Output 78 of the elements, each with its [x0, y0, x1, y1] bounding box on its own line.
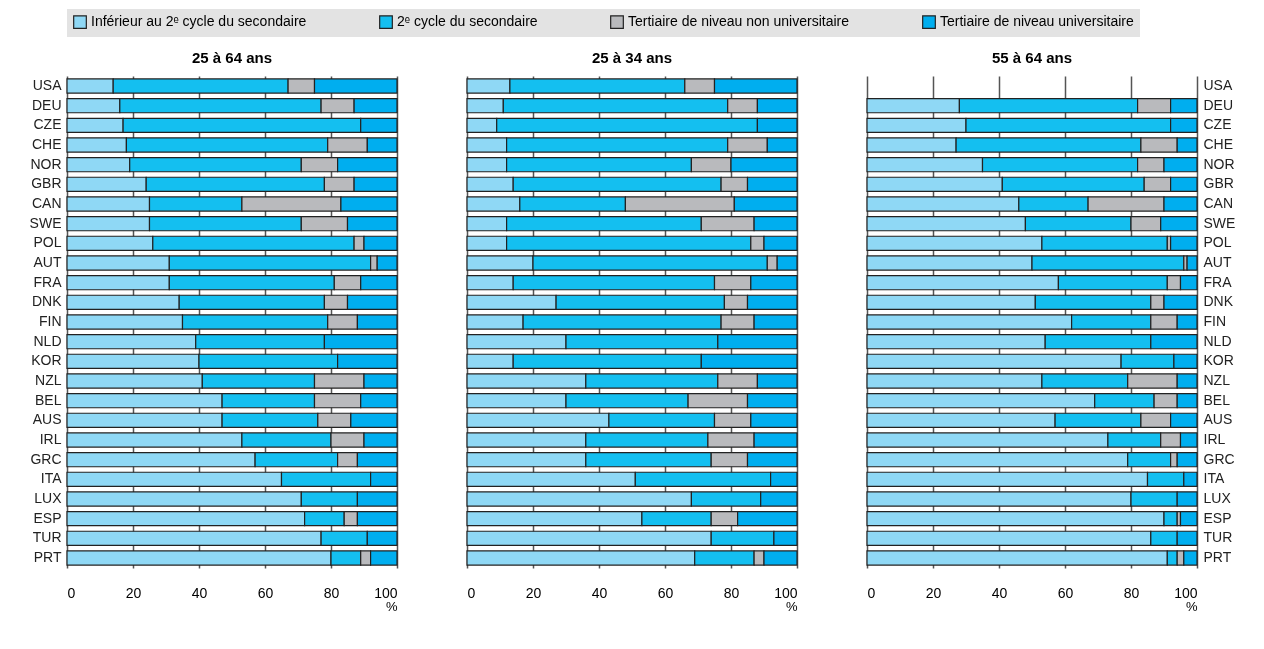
legend-label: Tertiaire de niveau universitaire [940, 13, 1134, 30]
y-tick-label: DEU [31, 96, 62, 113]
y-tick-label: BEL [1203, 391, 1231, 408]
y-tick-label: KOR [1203, 352, 1234, 369]
y-tick-label: FIN [1203, 313, 1227, 329]
y-tick-label: AUS [32, 411, 62, 428]
y-tick-label: DEU [1203, 96, 1234, 113]
y-tick-label: POL [33, 234, 62, 251]
y-tick-label: PRT [1203, 548, 1232, 565]
x-axis-title: % [385, 598, 398, 614]
y-tick-label: TUR [1203, 529, 1233, 546]
x-tick-label: 0 [67, 584, 76, 601]
y-tick-label: CAN [31, 195, 62, 212]
chart-title: 55 à 64 ans [991, 49, 1073, 66]
y-tick-label: ITA [1203, 470, 1225, 487]
y-tick-label: CZE [33, 116, 62, 133]
x-axis-title: % [785, 598, 798, 614]
y-tick-label: FIN [38, 313, 62, 329]
y-tick-label: CHE [31, 136, 62, 153]
x-tick-label: 20 [525, 584, 542, 601]
y-tick-label: NLD [1203, 332, 1232, 349]
y-tick-label: AUS [1203, 411, 1233, 428]
y-tick-label: AUT [33, 254, 62, 271]
x-tick-label: 0 [867, 584, 876, 601]
legend-label: Inférieur au 2ᵉ cycle du secondaire [91, 13, 307, 30]
chart-title: 25 à 34 ans [591, 49, 673, 66]
x-tick-label: 80 [723, 584, 740, 601]
y-tick-label: NZL [1203, 371, 1231, 388]
y-tick-label: USA [1203, 77, 1233, 94]
y-tick-label: GRC [30, 450, 62, 467]
y-tick-label: CAN [1203, 195, 1234, 212]
y-tick-label: SWE [1203, 214, 1236, 231]
y-tick-label: FRA [1203, 273, 1233, 290]
y-tick-label: NOR [1203, 155, 1235, 172]
x-tick-label: 60 [257, 584, 274, 601]
x-tick-label: 100 [374, 584, 398, 601]
y-tick-label: ESP [1203, 509, 1232, 526]
y-tick-label: SWE [29, 214, 62, 231]
y-tick-label: AUT [1203, 254, 1232, 271]
x-tick-label: 40 [591, 584, 608, 601]
y-tick-label: IRL [39, 430, 62, 447]
x-tick-label: 40 [991, 584, 1008, 601]
y-tick-label: FRA [33, 273, 63, 290]
x-axis-title: % [1185, 598, 1198, 614]
legend-label: Tertiaire de niveau non universitaire [628, 13, 850, 30]
y-tick-label: NLD [33, 332, 62, 349]
x-tick-label: 100 [1174, 584, 1198, 601]
y-tick-label: GBR [1203, 175, 1234, 192]
y-tick-label: GBR [31, 175, 62, 192]
y-tick-label: LUX [34, 489, 63, 506]
y-tick-label: POL [1203, 234, 1232, 251]
x-tick-label: 60 [657, 584, 674, 601]
y-tick-label: DNK [31, 293, 63, 310]
y-tick-label: CZE [1203, 116, 1232, 133]
y-tick-label: BEL [35, 391, 62, 408]
x-tick-label: 20 [125, 584, 142, 601]
y-tick-label: USA [32, 77, 63, 94]
y-tick-label: PRT [33, 548, 62, 565]
y-tick-label: KOR [31, 352, 62, 369]
y-tick-label: NOR [30, 155, 62, 172]
x-tick-label: 100 [774, 584, 798, 601]
y-tick-label: TUR [32, 529, 62, 546]
y-tick-label: ITA [40, 470, 63, 487]
x-tick-label: 60 [1057, 584, 1074, 601]
y-tick-label: NZL [35, 371, 62, 388]
x-tick-label: 20 [925, 584, 942, 601]
y-tick-label: IRL [1203, 430, 1226, 447]
x-tick-label: 80 [323, 584, 340, 601]
legend-label: 2ᵉ cycle du secondaire [397, 13, 538, 30]
y-tick-label: LUX [1203, 489, 1232, 506]
x-tick-label: 40 [191, 584, 208, 601]
x-tick-label: 80 [1123, 584, 1140, 601]
y-tick-label: ESP [33, 509, 62, 526]
y-tick-label: GRC [1203, 450, 1235, 467]
x-tick-label: 0 [467, 584, 476, 601]
chart-title: 25 à 64 ans [191, 49, 273, 66]
y-tick-label: DNK [1203, 293, 1234, 310]
y-tick-label: CHE [1203, 136, 1234, 153]
